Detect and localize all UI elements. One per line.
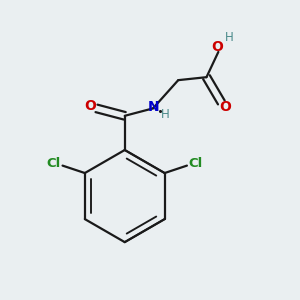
Text: H: H	[161, 108, 170, 122]
Text: O: O	[219, 100, 231, 114]
Text: N: N	[148, 100, 160, 114]
Text: H: H	[224, 31, 233, 44]
Text: Cl: Cl	[46, 157, 61, 170]
Text: Cl: Cl	[189, 157, 203, 170]
Text: O: O	[211, 40, 223, 54]
Text: O: O	[84, 99, 96, 113]
